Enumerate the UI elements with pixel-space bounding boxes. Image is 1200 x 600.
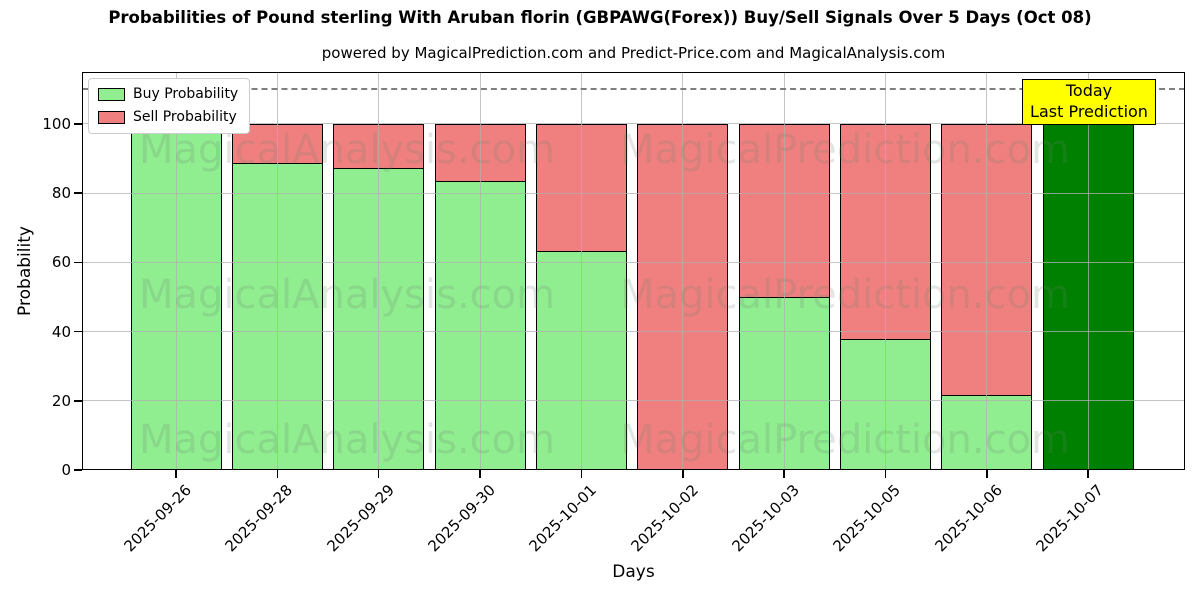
buy-probability-swatch xyxy=(98,88,125,101)
x-tick-label: 2025-10-03 xyxy=(728,481,803,556)
h-gridline xyxy=(82,261,1185,263)
v-gridline xyxy=(580,72,582,470)
x-tick-label: 2025-10-02 xyxy=(627,481,702,556)
legend-label-sell: Sell Probability xyxy=(133,109,237,125)
v-gridline xyxy=(884,72,886,470)
x-tick-mark xyxy=(986,470,988,478)
dashed-threshold-line xyxy=(82,88,1185,91)
v-gridline xyxy=(276,72,278,470)
y-axis-label: Probability xyxy=(15,226,35,316)
h-gridline xyxy=(82,400,1185,402)
x-tick-label: 2025-10-06 xyxy=(931,481,1006,556)
x-tick-mark xyxy=(377,470,380,478)
page-title: Probabilities of Pound sterling With Aru… xyxy=(108,8,1092,27)
v-gridline xyxy=(783,72,785,470)
h-gridline xyxy=(82,123,1185,125)
x-tick-label: 2025-09-26 xyxy=(120,481,195,556)
x-tick-mark xyxy=(580,470,583,478)
today-annotation-line2: Last Prediction xyxy=(1030,102,1148,121)
y-tick-label: 0 xyxy=(61,461,71,479)
y-tick-label: 80 xyxy=(51,184,71,203)
h-gridline xyxy=(82,192,1185,194)
y-tick-label: 100 xyxy=(42,114,71,133)
v-gridline xyxy=(682,72,684,470)
x-tick-mark xyxy=(783,470,785,478)
sell-probability-swatch xyxy=(98,111,125,124)
legend-label-buy: Buy Probability xyxy=(133,86,239,102)
y-tick-label: 20 xyxy=(51,391,71,410)
x-axis-label: Days xyxy=(612,562,655,582)
today-annotation: Today Last Prediction xyxy=(1022,79,1156,125)
y-tick-mark xyxy=(74,469,82,471)
v-gridline xyxy=(479,72,481,470)
x-tick-label: 2025-09-28 xyxy=(221,481,297,556)
x-tick-label: 2025-09-30 xyxy=(424,481,499,556)
x-tick-mark xyxy=(175,470,177,478)
x-tick-label: 2025-10-01 xyxy=(525,481,601,556)
legend: Buy Probability Sell Probability xyxy=(88,78,251,134)
x-tick-mark xyxy=(1087,470,1089,478)
x-tick-mark xyxy=(479,470,481,478)
today-annotation-line1: Today xyxy=(1065,81,1113,100)
x-tick-label: 2025-09-29 xyxy=(323,481,398,556)
legend-item-sell: Sell Probability xyxy=(98,109,238,126)
y-tick-label: 40 xyxy=(51,322,71,341)
page-subtitle: powered by MagicalPrediction.com and Pre… xyxy=(321,44,946,62)
v-gridline xyxy=(175,72,177,470)
v-gridline xyxy=(378,72,380,470)
y-tick-label: 60 xyxy=(51,253,71,272)
y-tick-mark xyxy=(74,123,82,125)
x-tick-label: 2025-10-07 xyxy=(1032,481,1107,556)
x-tick-mark xyxy=(276,470,279,478)
legend-item-buy: Buy Probability xyxy=(98,86,238,103)
x-tick-mark xyxy=(884,470,887,478)
v-gridline xyxy=(986,72,988,470)
h-gridline xyxy=(82,331,1185,333)
y-tick-mark xyxy=(74,261,82,264)
x-tick-label: 2025-10-05 xyxy=(829,481,905,556)
y-tick-mark xyxy=(74,192,82,194)
v-gridline xyxy=(1087,72,1089,470)
y-tick-mark xyxy=(74,330,82,333)
y-tick-mark xyxy=(74,399,82,402)
x-tick-mark xyxy=(681,470,684,478)
